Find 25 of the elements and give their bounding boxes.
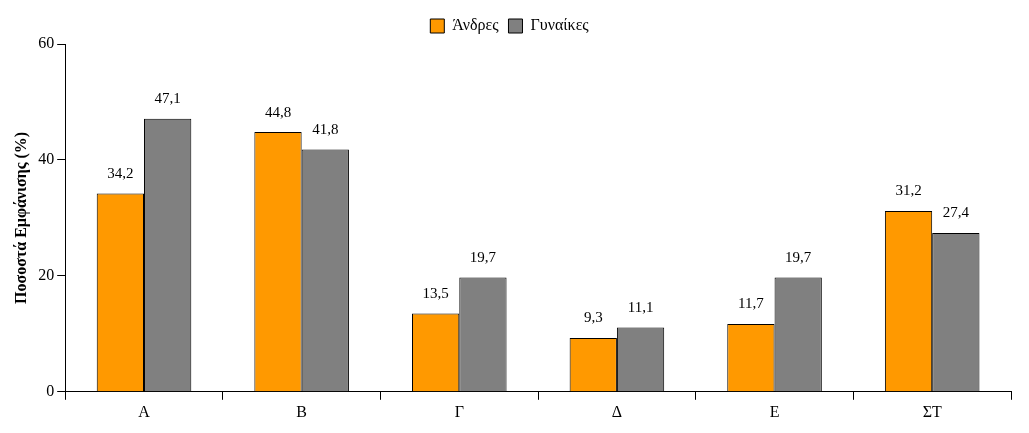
y-tick-label: 0 [46, 382, 55, 399]
legend-label: Άνδρες [452, 16, 500, 35]
data-label: 27,4 [942, 204, 970, 221]
x-tick-label: Α [138, 402, 151, 420]
data-label: 19,7 [785, 249, 812, 266]
x-tick-label: Ε [769, 402, 780, 420]
data-label: 19,7 [469, 249, 497, 266]
data-label: 47,1 [154, 90, 181, 107]
data-label: 34,2 [107, 164, 134, 181]
data-label: 11,1 [627, 298, 654, 315]
x-tick-label: Δ [611, 402, 623, 420]
data-label: 11,7 [738, 295, 765, 312]
x-tick-label: Β [296, 402, 307, 420]
x-tick-label: Γ [454, 402, 464, 420]
y-tick-label: 20 [38, 266, 55, 284]
data-label: 41,8 [312, 120, 339, 137]
data-label: 44,8 [264, 103, 292, 120]
y-tick-label: 40 [38, 150, 55, 168]
data-label: 9,3 [583, 309, 603, 326]
data-label: 31,2 [895, 182, 922, 199]
data-label: 13,5 [422, 284, 449, 301]
y-tick-label: 60 [38, 34, 55, 52]
y-axis-title: Ποσοστά Εμφάνισης (%) [11, 131, 30, 304]
x-tick-label: ΣΤ [922, 402, 942, 420]
legend-label: Γυναίκες [530, 16, 590, 34]
